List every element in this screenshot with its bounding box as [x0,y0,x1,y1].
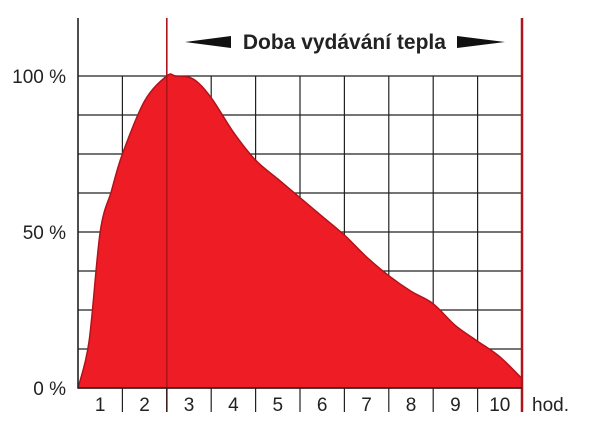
x-tick-label: 5 [273,395,284,416]
chart-title: Doba vydávání tepla [243,31,446,54]
y-tick-labels: 0 % 50 % 100 % [12,67,66,400]
period-markers [166,18,524,412]
x-tick-label: 3 [184,395,195,416]
x-axis-label: hod. [532,395,569,416]
x-tick-labels: 1 2 3 4 5 6 7 8 9 10 [95,395,510,416]
y-tick-label: 0 % [33,379,66,400]
heat-release-area [77,73,523,389]
arrow-right-icon [457,36,505,48]
x-tick-label: 4 [228,395,239,416]
arrow-left-icon [185,36,231,48]
chart-title-group: Doba vydávání tepla [185,31,505,54]
y-tick-label: 100 % [12,67,66,88]
x-tick-label: 10 [489,395,510,416]
x-tick-label: 9 [450,395,461,416]
y-tick-label: 50 % [23,223,66,244]
x-tick-label: 2 [139,395,150,416]
x-tick-label: 6 [317,395,328,416]
axes [77,18,522,412]
x-tick-label: 8 [406,395,417,416]
x-tick-label: 1 [95,395,106,416]
x-tick-label: 7 [361,395,372,416]
